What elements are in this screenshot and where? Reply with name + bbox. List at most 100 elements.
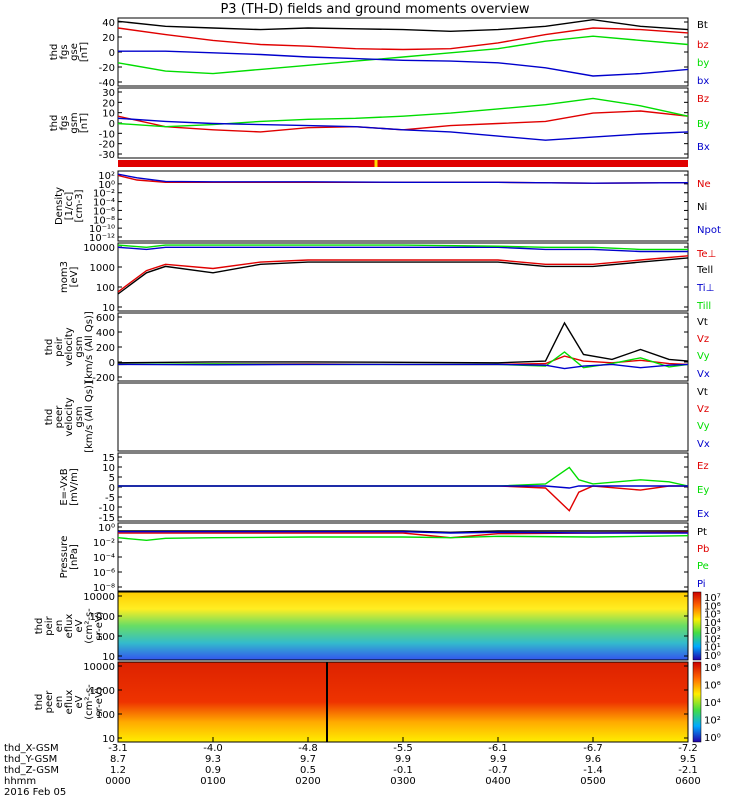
y-tick-label: 10⁻⁸ — [93, 583, 115, 594]
series-Npot — [117, 173, 689, 184]
y-tick-label: 10⁻² — [93, 189, 115, 200]
y-tick-label: -20 — [99, 63, 115, 74]
y-axis-label: E=-VxB — [59, 468, 70, 505]
y-axis-label: gsm — [74, 336, 85, 357]
colorbar — [692, 591, 702, 661]
legend-item: Vx — [697, 369, 710, 380]
colorbar-tick-label: 10⁶ — [704, 681, 721, 692]
legend-item: bx — [697, 76, 709, 87]
footer-value: -4.0 — [203, 743, 223, 754]
colorbar-tick-label: 10⁷ — [704, 593, 721, 604]
y-axis-label: sr-eV) — [94, 611, 105, 640]
panel-1 — [117, 17, 689, 87]
y-tick-label: 5 — [109, 473, 115, 484]
y-tick-label: 10000 — [83, 662, 115, 673]
footer-value: -6.7 — [583, 743, 603, 754]
legend-item: Vt — [697, 387, 708, 398]
series-Te⊥ — [117, 255, 689, 293]
y-tick-label: 100 — [96, 710, 115, 721]
y-axis-label: [nT] — [79, 42, 90, 62]
y-tick-label: 1000 — [90, 612, 115, 623]
legend-item: Vy — [697, 351, 710, 362]
y-tick-label: 100 — [96, 283, 115, 294]
legend-item: Ez — [697, 461, 709, 472]
colorbar-tick-label: 10³ — [704, 626, 721, 637]
y-tick-label: 10 — [102, 463, 115, 474]
y-axis-label: (cm²-s- — [84, 608, 95, 644]
y-tick-label: 20 — [102, 33, 115, 44]
series-Pe — [117, 535, 689, 542]
footer-value: -0.7 — [488, 765, 508, 776]
footer-value: 1.2 — [110, 765, 126, 776]
panel-4 — [117, 242, 689, 312]
footer-row-label: thd_Y-GSM — [4, 754, 58, 765]
series-Ti⊥ — [117, 246, 688, 253]
y-tick-label: 40 — [102, 18, 115, 29]
series-Ey — [118, 466, 689, 487]
y-axis-label: peir — [44, 615, 55, 635]
y-axis-label: [nPa] — [69, 544, 80, 570]
y-axis-label: [km/s (All Qs)] — [84, 311, 95, 383]
footer-value: 9.7 — [300, 754, 316, 765]
y-axis-label: [nT] — [79, 113, 90, 133]
colorbar-tick-label: 10¹ — [704, 643, 721, 654]
y-tick-label: 10⁻⁶ — [93, 568, 115, 579]
y-axis-label: velocity — [64, 327, 75, 366]
footer-row-label: thd_Z-GSM — [4, 765, 59, 776]
legend-item: Pi — [697, 579, 706, 590]
footer-value: -0.1 — [393, 765, 413, 776]
y-axis-label: eflux — [64, 690, 75, 715]
legend-item: Ni — [697, 202, 707, 213]
y-axis-label: thd — [34, 694, 45, 711]
legend-item: Vy — [697, 421, 710, 432]
legend-item: Ey — [697, 485, 709, 496]
y-tick-label: -40 — [99, 78, 115, 89]
y-axis-label: peer — [54, 405, 65, 429]
y-tick-label: -10 — [99, 503, 115, 514]
footer-value: 0.9 — [205, 765, 221, 776]
footer-value: 9.6 — [585, 754, 601, 765]
colorbar-tick-label: 10⁰ — [704, 733, 721, 744]
y-tick-label: 0 — [109, 119, 115, 130]
legend-item: Till — [696, 301, 711, 312]
footer-value: -1.4 — [583, 765, 603, 776]
y-axis-label: fgs — [59, 44, 70, 59]
panel-frame — [117, 382, 689, 452]
y-tick-label: 400 — [96, 328, 115, 339]
colorbar-tick-label: 10⁸ — [704, 663, 721, 674]
footer-value: 0400 — [485, 776, 511, 787]
series-Tell — [117, 257, 689, 295]
series-By — [117, 97, 689, 128]
y-axis-label: eV — [74, 619, 85, 632]
y-tick-label: 10⁰ — [98, 180, 115, 191]
y-axis-label: [mV/m] — [69, 468, 80, 506]
panel-7 — [117, 452, 689, 522]
footer-value: -6.1 — [488, 743, 508, 754]
panel-frame — [117, 312, 689, 382]
series-Bt — [117, 18, 689, 33]
legend-item: Ex — [697, 509, 709, 520]
legend-item: Ne — [697, 179, 711, 190]
colorbar-tick-label: 10⁵ — [704, 610, 721, 621]
legend-item: Te⊥ — [696, 249, 716, 260]
y-tick-label: 1000 — [90, 686, 115, 697]
plot-title: P3 (TH-D) fields and ground moments over… — [220, 2, 530, 17]
quality-flag-bar — [118, 160, 688, 167]
series-bz — [117, 27, 689, 51]
legend-item: Tell — [696, 265, 713, 276]
legend-item: Pb — [697, 544, 709, 555]
footer-ephemeris: thd_X-GSM -3.1 -4.0 -4.8 -5.5 -6.1 -6.7 -7.2 thd… — [4, 743, 744, 799]
legend-item: Bz — [697, 94, 709, 105]
y-axis-label: (cm²-s- — [84, 684, 95, 720]
panel-5 — [117, 312, 689, 382]
footer-value: 9.5 — [680, 754, 696, 765]
legend-item: Vx — [697, 439, 710, 450]
footer-value: 0500 — [580, 776, 606, 787]
quality-flag-marker — [374, 160, 378, 167]
y-tick-label: 20 — [102, 98, 115, 109]
panel-frame — [117, 242, 689, 312]
y-axis-label: velocity — [64, 397, 75, 436]
legend-item: Pt — [697, 527, 707, 538]
series-bx — [118, 50, 689, 77]
y-axis-label: en — [54, 696, 65, 709]
